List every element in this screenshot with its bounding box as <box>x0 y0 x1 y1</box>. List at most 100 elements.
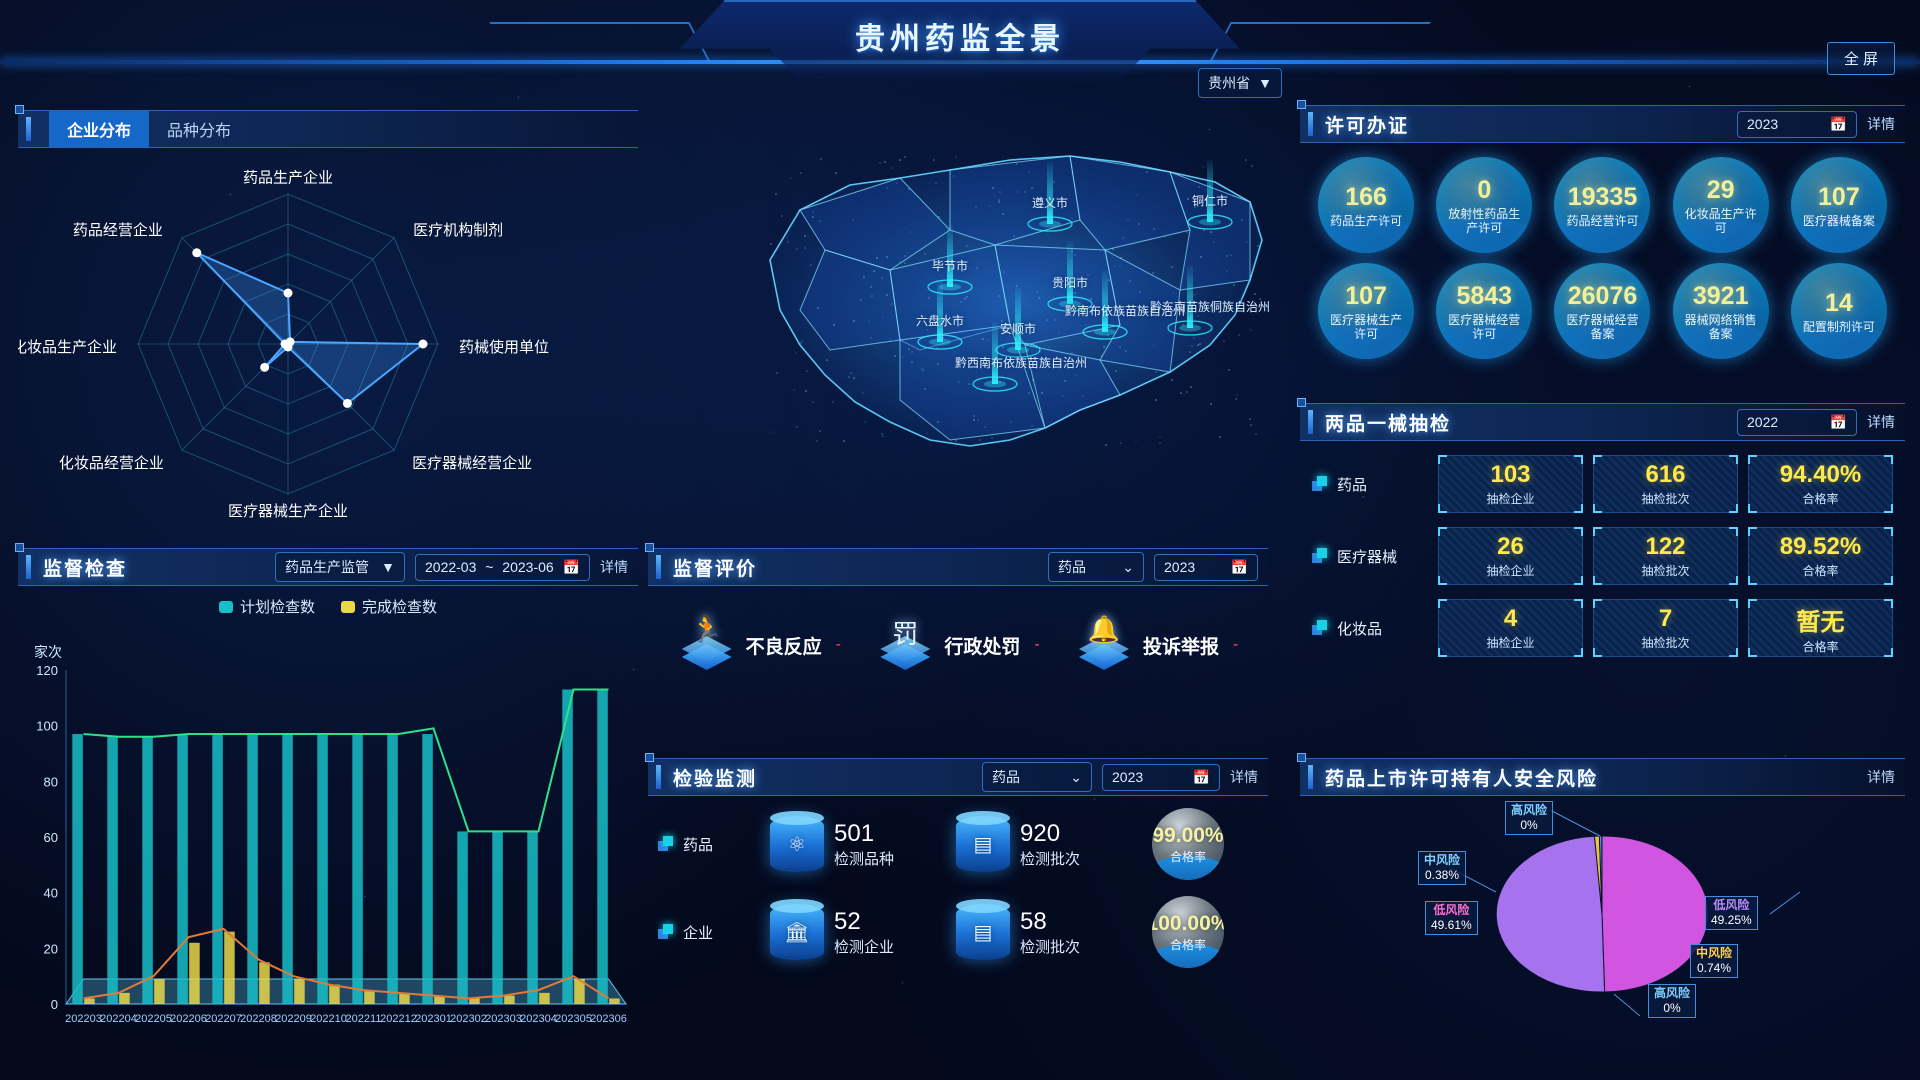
chevron-down-icon: ▼ <box>1258 75 1272 91</box>
x-axis-tick: 202301 <box>415 1013 452 1025</box>
license-panel-header: 许可办证 2023 📅 详情 <box>1300 105 1905 143</box>
radar-chart: 药品生产企业医疗机构制剂药械使用单位医疗器械经营企业医疗器械生产企业化妆品经营企… <box>18 148 638 540</box>
testing-panel-controls: 药品 ⌄ 2023 📅 详情 <box>982 762 1268 792</box>
license-stat-ball[interactable]: 14 配置制剂许可 <box>1791 263 1887 359</box>
pie-slice[interactable] <box>1496 836 1604 992</box>
sampling-row: 医疗器械 26 抽检企业 122 抽检批次 89.52% 合格率 <box>1312 527 1893 585</box>
license-cell: 5843 医疗器械经营许可 <box>1428 263 1540 359</box>
testing-metric: ▤ 920 检测批次 <box>956 816 1142 872</box>
testing-year-picker[interactable]: 2023 📅 <box>1102 764 1220 791</box>
sampling-metric-box: 616 抽检批次 <box>1593 455 1738 513</box>
sampling-metric-label: 合格率 <box>1802 562 1838 579</box>
building-icon: 🏛 <box>770 904 824 960</box>
map-city-label: 遵义市 <box>1010 194 1090 211</box>
inspection-type-select[interactable]: 药品生产监管 ▼ <box>275 552 405 582</box>
license-label: 医疗器械经营备案 <box>1554 313 1650 341</box>
license-stat-ball[interactable]: 3921 器械网络销售备案 <box>1673 263 1769 359</box>
layers-icon <box>1312 476 1328 492</box>
inspection-date-range[interactable]: 2022-03 ~ 2023-06 📅 <box>415 554 590 581</box>
header-accent-bar <box>656 555 661 579</box>
radar-axis-label: 药品生产企业 <box>243 169 333 187</box>
license-stat-ball[interactable]: 26076 医疗器械经营备案 <box>1554 263 1650 359</box>
testing-detail-link[interactable]: 详情 <box>1230 767 1258 787</box>
header-accent-bar <box>1308 410 1313 434</box>
penalty-shield-icon: 罚 <box>876 616 934 674</box>
radar-chart-body: 药品生产企业 医疗机构制剂 药械使用单位 医疗器械经营企业 医疗器械生产企业 化妆品经营企… <box>18 148 638 540</box>
document-icon: ▤ <box>956 816 1010 872</box>
document-icon: ▤ <box>956 904 1010 960</box>
license-stat-ball[interactable]: 107 医疗器械备案 <box>1791 157 1887 253</box>
license-value: 29 <box>1707 176 1735 205</box>
evaluation-category-value: 药品 <box>1058 557 1086 577</box>
evaluation-category-select[interactable]: 药品 ⌄ <box>1048 552 1144 582</box>
sampling-year-picker[interactable]: 2022 📅 <box>1737 409 1857 436</box>
risk-panel-header: 药品上市许可持有人安全风险 详情 <box>1300 758 1905 796</box>
license-stat-ball[interactable]: 166 药品生产许可 <box>1318 157 1414 253</box>
sampling-category: 化妆品 <box>1312 618 1428 639</box>
region-select[interactable]: 贵州省 ▼ <box>1198 68 1282 98</box>
sampling-panel-controls: 2022 📅 详情 <box>1737 409 1905 436</box>
evaluation-item[interactable]: 🏃 不良反应 - <box>678 616 841 674</box>
x-axis-tick: 202207 <box>205 1013 242 1025</box>
radar-axis-label: 药械使用单位 <box>459 339 549 356</box>
license-label: 药品生产许可 <box>1322 214 1410 228</box>
license-detail-link[interactable]: 详情 <box>1867 114 1895 134</box>
license-stat-ball[interactable]: 107 医疗器械生产许可 <box>1318 263 1414 359</box>
page-title: 贵州药监全景 <box>0 14 1920 58</box>
y-axis-tick: 60 <box>44 830 58 845</box>
sampling-metric-label: 抽检批次 <box>1641 562 1689 579</box>
sampling-metric-box: 4 抽检企业 <box>1438 599 1583 657</box>
sampling-category-label: 化妆品 <box>1337 618 1382 639</box>
mah-safety-risk-panel: 药品上市许可持有人安全风险 详情 低风险 49.61% 低风险 49.25% 中风险 0.… <box>1300 758 1905 1063</box>
inspection-detail-link[interactable]: 详情 <box>600 557 628 577</box>
license-value: 107 <box>1345 282 1387 311</box>
license-stat-ball[interactable]: 29 化妆品生产许可 <box>1673 157 1769 253</box>
sampling-metric-box: 暂无 合格率 <box>1748 599 1893 657</box>
sampling-metric-box: 103 抽检企业 <box>1438 455 1583 513</box>
sampling-metric-box: 94.40% 合格率 <box>1748 455 1893 513</box>
sampling-metric-label: 合格率 <box>1802 490 1838 507</box>
testing-category-select[interactable]: 药品 ⌄ <box>982 762 1092 792</box>
license-year-picker[interactable]: 2023 📅 <box>1737 111 1857 138</box>
x-axis-tick: 202209 <box>275 1013 312 1025</box>
license-value: 14 <box>1825 289 1853 318</box>
testing-panel-title: 检验监测 <box>673 764 757 791</box>
sampling-detail-link[interactable]: 详情 <box>1867 412 1895 432</box>
sampling-rows: 药品 103 抽检企业 616 抽检批次 94.40% 合格率 医疗器械 26 抽检企业 122 抽检… <box>1300 441 1905 667</box>
license-label: 医疗器械经营许可 <box>1436 313 1532 341</box>
sampling-metric-value: 7 <box>1659 605 1672 633</box>
sampling-metric-label: 合格率 <box>1802 638 1838 655</box>
license-stat-ball[interactable]: 0 放射性药品生产许可 <box>1436 157 1532 253</box>
layers-icon <box>1312 548 1328 564</box>
fullscreen-button[interactable]: 全 屏 <box>1827 42 1895 75</box>
license-stat-ball[interactable]: 19335 药品经营许可 <box>1554 157 1650 253</box>
y-axis-tick: 20 <box>44 941 58 956</box>
header-accent-bar <box>26 117 31 141</box>
license-label: 配置制剂许可 <box>1795 320 1883 334</box>
sampling-year-value: 2022 <box>1747 414 1778 430</box>
risk-detail-link[interactable]: 详情 <box>1867 767 1895 787</box>
tab-enterprise-distribution[interactable]: 企业分布 <box>49 111 149 147</box>
x-axis-tick: 202205 <box>135 1013 172 1025</box>
evaluation-item[interactable]: 罚行政处罚 - <box>876 616 1039 674</box>
map-city-label: 安顺市 <box>978 320 1058 337</box>
sampling-metric-value: 89.52% <box>1780 533 1861 561</box>
y-axis-tick: 100 <box>36 719 58 734</box>
testing-metric-label: 检测企业 <box>834 936 894 957</box>
x-axis-tick: 202302 <box>450 1013 487 1025</box>
tab-variety-distribution[interactable]: 品种分布 <box>149 111 249 147</box>
legend-completed: 完成检查数 <box>341 596 437 617</box>
license-grid: 166 药品生产许可 0 放射性药品生产许可 19335 药品经营许可 29 化妆品生产许可 1… <box>1300 143 1905 365</box>
inspection-panel-controls: 药品生产监管 ▼ 2022-03 ~ 2023-06 📅 详情 <box>275 552 638 582</box>
license-cell: 107 医疗器械备案 <box>1783 157 1895 253</box>
license-label: 器械网络销售备案 <box>1673 313 1769 341</box>
inspection-type-value: 药品生产监管 <box>285 557 369 577</box>
y-axis-tick: 120 <box>36 663 58 678</box>
testing-rate-label: 合格率 <box>1170 848 1206 865</box>
molecule-icon: ⚛ <box>770 816 824 872</box>
evaluation-item[interactable]: 🔔 投诉举报 - <box>1075 616 1238 674</box>
person-fall-icon: 🏃 <box>678 616 736 674</box>
evaluation-year-picker[interactable]: 2023 📅 <box>1154 554 1258 581</box>
inspection-bar-chart: 0204060801001202022032022042022052022062… <box>18 660 638 1060</box>
license-stat-ball[interactable]: 5843 医疗器械经营许可 <box>1436 263 1532 359</box>
